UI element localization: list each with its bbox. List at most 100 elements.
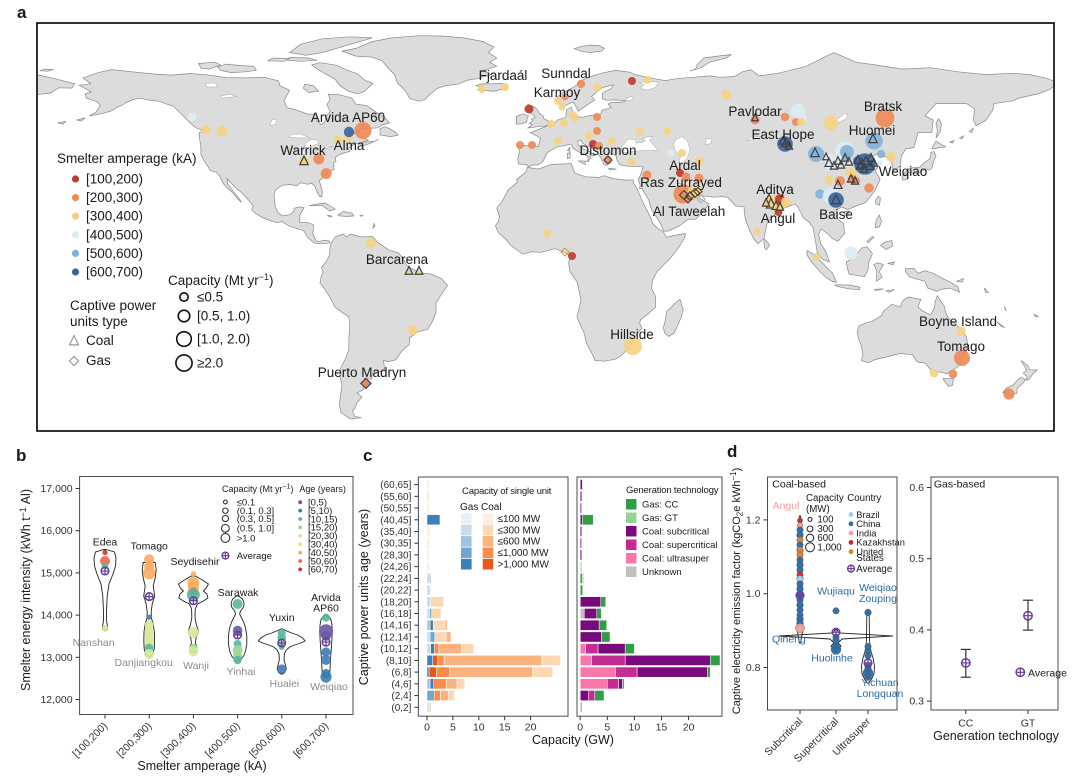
svg-text:5: 5 (450, 722, 456, 734)
svg-text:(24,26]: (24,26] (380, 562, 411, 573)
svg-text:[60,70): [60,70) (308, 565, 338, 576)
svg-text:Barcarena: Barcarena (366, 252, 429, 267)
svg-text:[40,50): [40,50) (308, 548, 338, 559)
svg-text:United: United (856, 547, 883, 557)
svg-text:Zouping: Zouping (859, 593, 897, 605)
svg-text:Capacity (Mt yr−1): Capacity (Mt yr−1) (222, 484, 294, 495)
svg-text:a: a (17, 3, 27, 22)
svg-text:(14,16]: (14,16] (380, 621, 411, 632)
svg-text:b: b (16, 446, 26, 465)
svg-text:1.0: 1.0 (746, 588, 761, 600)
svg-text:0: 0 (577, 722, 583, 734)
svg-text:Yichuan: Yichuan (861, 677, 899, 689)
svg-text:Coal: Coal (481, 502, 502, 513)
svg-text:GT: GT (1021, 718, 1036, 730)
svg-text:Ardal: Ardal (669, 158, 701, 173)
svg-text:(6,8]: (6,8] (391, 668, 411, 679)
svg-text:Capacity of single unit: Capacity of single unit (462, 486, 552, 497)
svg-text:0.3: 0.3 (909, 696, 924, 708)
svg-text:[20,30): [20,30) (308, 531, 338, 542)
svg-text:Huomei: Huomei (849, 123, 896, 138)
svg-text:0.8: 0.8 (746, 662, 761, 674)
svg-text:[400,500): [400,500) (86, 227, 143, 242)
svg-text:Al Taweelah: Al Taweelah (653, 204, 726, 219)
svg-text:(16,18]: (16,18] (380, 609, 411, 620)
svg-text:[600,700): [600,700) (86, 265, 143, 280)
svg-text:[100,200): [100,200) (86, 172, 143, 187)
svg-text:(0.3, 0.5]: (0.3, 0.5] (237, 514, 275, 525)
svg-text:>1,000 MW: >1,000 MW (498, 560, 550, 571)
svg-text:Coal-based: Coal-based (772, 479, 826, 491)
svg-text:Capacity (Mt yr−1): Capacity (Mt yr−1) (168, 272, 274, 288)
svg-text:[1.0, 2.0): [1.0, 2.0) (197, 332, 250, 347)
svg-text:100: 100 (817, 515, 834, 526)
svg-text:600: 600 (817, 533, 834, 544)
svg-text:Yuxin: Yuxin (269, 612, 295, 624)
svg-text:10: 10 (473, 722, 485, 734)
svg-text:Average: Average (856, 564, 892, 575)
svg-text:Puerto Madryn: Puerto Madryn (318, 365, 407, 380)
svg-text:(35,40]: (35,40] (380, 527, 411, 538)
svg-text:Captive power units age (years: Captive power units age (years) (357, 509, 371, 685)
svg-text:300: 300 (817, 524, 834, 535)
svg-text:Hillside: Hillside (610, 327, 654, 342)
svg-text:(12,14]: (12,14] (380, 632, 411, 643)
svg-text:Weiqiao: Weiqiao (859, 582, 897, 594)
svg-text:Arvida: Arvida (311, 592, 341, 604)
svg-text:Bratsk: Bratsk (864, 99, 903, 114)
svg-text:Longquan: Longquan (857, 688, 904, 700)
svg-text:Nanshan: Nanshan (73, 637, 115, 649)
svg-text:[300,400): [300,400) (86, 209, 143, 224)
svg-text:Angul: Angul (773, 500, 800, 512)
svg-text:(10,12]: (10,12] (380, 644, 411, 655)
svg-text:Alma: Alma (334, 138, 365, 153)
svg-text:Captive electricity emission f: Captive electricity emission factor (kgC… (729, 468, 745, 715)
svg-text:Warrick: Warrick (280, 143, 325, 158)
svg-text:(22,24]: (22,24] (380, 574, 411, 585)
svg-text:Fjardaál: Fjardaál (479, 68, 528, 83)
svg-text:Edea: Edea (93, 537, 118, 549)
svg-text:5: 5 (604, 722, 610, 734)
svg-text:States: States (856, 553, 884, 564)
svg-text:[200,300): [200,300) (86, 190, 143, 205)
svg-text:[0,5): [0,5) (308, 498, 327, 509)
svg-text:d: d (727, 442, 737, 461)
svg-text:10: 10 (629, 722, 641, 734)
svg-text:Wujiaqu: Wujiaqu (817, 586, 855, 598)
svg-text:≤0.5: ≤0.5 (197, 290, 223, 305)
svg-text:Yinhai: Yinhai (227, 666, 256, 678)
svg-text:1.2: 1.2 (746, 514, 761, 526)
svg-text:Brazil: Brazil (856, 510, 879, 520)
svg-text:Average: Average (1028, 667, 1067, 679)
svg-text:India: India (856, 528, 877, 538)
svg-text:Average: Average (237, 551, 272, 562)
svg-text:12,000: 12,000 (40, 694, 72, 706)
svg-text:Capacity (GW): Capacity (GW) (532, 733, 614, 747)
svg-text:0: 0 (424, 722, 430, 734)
svg-text:CC: CC (958, 718, 974, 730)
svg-text:c: c (363, 446, 372, 465)
svg-text:(0.5, 1.0]: (0.5, 1.0] (237, 524, 275, 535)
svg-text:Gas-based: Gas-based (934, 479, 986, 491)
svg-text:1,000: 1,000 (817, 543, 842, 554)
svg-text:AP60: AP60 (313, 603, 339, 615)
svg-text:East Hope: East Hope (751, 127, 814, 142)
svg-text:17,000: 17,000 (40, 483, 72, 495)
svg-text:Arvida AP60: Arvida AP60 (311, 110, 385, 125)
svg-text:Gas: GT: Gas: GT (642, 513, 678, 524)
svg-text:Karmoy: Karmoy (534, 85, 581, 100)
svg-text:Aditya: Aditya (756, 182, 794, 197)
svg-text:(2,4]: (2,4] (391, 691, 411, 702)
svg-text:Gas: CC: Gas: CC (642, 500, 679, 511)
svg-text:≤1,000 MW: ≤1,000 MW (498, 548, 550, 559)
svg-text:Weiqiao: Weiqiao (879, 164, 928, 179)
svg-text:(4,6]: (4,6] (391, 679, 411, 690)
svg-text:Weiqiao: Weiqiao (310, 681, 348, 693)
svg-text:Distomon: Distomon (579, 143, 636, 158)
svg-text:Angul: Angul (761, 211, 796, 226)
svg-text:14,000: 14,000 (40, 610, 72, 622)
svg-text:≤100 MW: ≤100 MW (498, 514, 541, 525)
svg-text:Kazakhstan: Kazakhstan (856, 538, 905, 548)
svg-text:Smelter amperage (kA): Smelter amperage (kA) (57, 151, 197, 166)
svg-text:16,000: 16,000 (40, 525, 72, 537)
